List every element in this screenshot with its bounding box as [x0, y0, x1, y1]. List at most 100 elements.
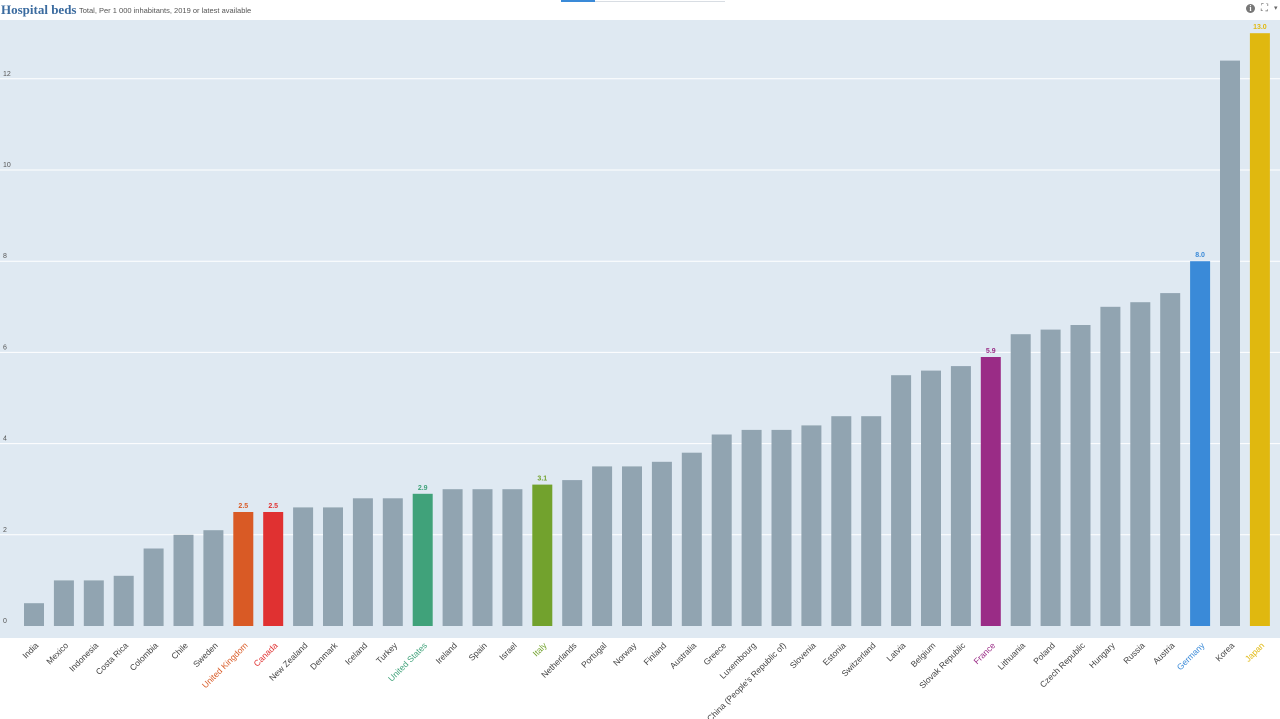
gridlines	[0, 78, 1280, 536]
value-label-united-kingdom: 2.5	[238, 503, 248, 510]
bar-korea[interactable]	[1220, 60, 1240, 627]
x-label-ireland: Ireland	[434, 640, 460, 666]
x-label-denmark: Denmark	[308, 640, 340, 672]
x-label-colombia: Colombia	[128, 640, 161, 673]
x-label-latvia: Latvia	[884, 640, 907, 663]
bar-indonesia[interactable]	[83, 580, 104, 626]
y-tick-label: 10	[3, 162, 11, 169]
x-label-canada: Canada	[251, 640, 279, 668]
bar-luxembourg[interactable]	[741, 429, 762, 626]
x-label-france: France	[971, 640, 997, 666]
bar-slovak-republic[interactable]	[950, 366, 971, 626]
bar-poland[interactable]	[1040, 329, 1061, 626]
bar-austria[interactable]	[1160, 293, 1181, 626]
y-tick-label: 8	[3, 253, 7, 260]
bar-iceland[interactable]	[352, 498, 373, 626]
bar-new-zealand[interactable]	[293, 507, 314, 626]
bar-ireland[interactable]	[442, 489, 463, 626]
bar-israel[interactable]	[502, 489, 523, 626]
x-label-hungary: Hungary	[1087, 640, 1117, 670]
bar-chile[interactable]	[173, 534, 194, 626]
x-label-slovenia: Slovenia	[788, 640, 818, 670]
bar-china-people-s-republic-of[interactable]	[771, 429, 792, 626]
x-label-iceland: Iceland	[343, 640, 370, 667]
bar-japan[interactable]	[1249, 33, 1270, 626]
bar-united-states[interactable]	[412, 493, 433, 626]
bar-turkey[interactable]	[382, 498, 403, 626]
value-label-italy: 3.1	[537, 476, 547, 483]
bar-netherlands[interactable]	[562, 480, 583, 626]
x-label-mexico: Mexico	[44, 640, 70, 666]
bars	[24, 33, 1270, 627]
chart-title: Hospital beds	[1, 2, 77, 17]
chart-header: Hospital beds Total, Per 1 000 inhabitan…	[0, 0, 1280, 20]
value-label-united-states: 2.9	[418, 485, 428, 492]
x-label-portugal: Portugal	[579, 640, 609, 670]
x-label-italy: Italy	[531, 640, 550, 659]
value-label-france: 5.9	[986, 348, 996, 355]
x-label-japan: Japan	[1243, 640, 1267, 664]
x-label-lithuania: Lithuania	[996, 640, 1028, 672]
y-tick-label: 4	[3, 436, 7, 443]
y-tick-label: 2	[3, 527, 7, 534]
bar-greece[interactable]	[711, 434, 732, 627]
x-label-costa-rica: Costa Rica	[94, 640, 131, 677]
value-label-japan: 13.0	[1253, 24, 1267, 31]
bar-lithuania[interactable]	[1010, 334, 1031, 626]
x-label-israel: Israel	[497, 640, 519, 662]
bar-india[interactable]	[24, 603, 44, 626]
info-icon[interactable]: i	[1246, 4, 1255, 13]
value-label-canada: 2.5	[268, 503, 278, 510]
bar-estonia[interactable]	[831, 416, 852, 626]
x-label-russia: Russia	[1121, 640, 1147, 666]
x-label-australia: Australia	[668, 640, 699, 671]
bar-russia[interactable]	[1130, 302, 1151, 626]
bar-norway[interactable]	[622, 466, 642, 626]
value-label-germany: 8.0	[1195, 252, 1205, 259]
x-label-finland: Finland	[642, 640, 669, 667]
bar-belgium[interactable]	[921, 370, 941, 626]
x-label-sweden: Sweden	[191, 640, 220, 669]
bar-slovenia[interactable]	[801, 425, 822, 626]
y-tick-label: 0	[3, 618, 7, 625]
y-axis-ticks: 0 2 4 6 8 10 12	[3, 71, 11, 625]
y-tick-label: 6	[3, 344, 7, 351]
expand-icon[interactable]: ⛶	[1261, 3, 1268, 14]
x-label-spain: Spain	[466, 640, 489, 663]
bar-latvia[interactable]	[891, 375, 912, 626]
bar-colombia[interactable]	[143, 548, 164, 627]
x-label-korea: Korea	[1213, 640, 1236, 663]
x-label-greece: Greece	[701, 640, 728, 667]
bar-finland[interactable]	[651, 461, 672, 626]
chevron-down-icon[interactable]: ▾	[1274, 5, 1278, 12]
bar-costa-rica[interactable]	[113, 575, 134, 626]
view-tab-bar[interactable]	[561, 0, 725, 2]
x-label-germany: Germany	[1175, 640, 1207, 672]
chart-subtitle: Total, Per 1 000 inhabitants, 2019 or la…	[79, 6, 252, 15]
bar-czech-republic[interactable]	[1070, 325, 1091, 626]
value-labels: 2.5 2.5 2.9 3.1 5.9 8.0 13.0	[238, 24, 1266, 510]
bar-denmark[interactable]	[323, 507, 343, 626]
y-tick-label: 12	[3, 71, 11, 78]
bar-switzerland[interactable]	[861, 416, 882, 626]
bar-canada[interactable]	[263, 512, 284, 626]
bar-sweden[interactable]	[203, 530, 224, 626]
x-label-norway: Norway	[611, 640, 639, 668]
x-label-poland: Poland	[1031, 640, 1057, 666]
bar-australia[interactable]	[681, 452, 702, 626]
bar-italy[interactable]	[532, 484, 553, 626]
view-tab-active-indicator[interactable]	[561, 0, 595, 2]
bar-france[interactable]	[980, 357, 1001, 626]
x-label-belgium: Belgium	[909, 640, 938, 669]
x-label-chile: Chile	[169, 640, 190, 661]
bar-hungary[interactable]	[1100, 306, 1121, 626]
x-label-austria: Austria	[1151, 640, 1177, 666]
bar-germany[interactable]	[1190, 261, 1211, 626]
bar-united-kingdom[interactable]	[233, 512, 254, 626]
bar-portugal[interactable]	[592, 466, 613, 626]
x-label-india: India	[20, 640, 40, 660]
bar-mexico[interactable]	[53, 580, 74, 626]
bar-spain[interactable]	[472, 489, 493, 626]
